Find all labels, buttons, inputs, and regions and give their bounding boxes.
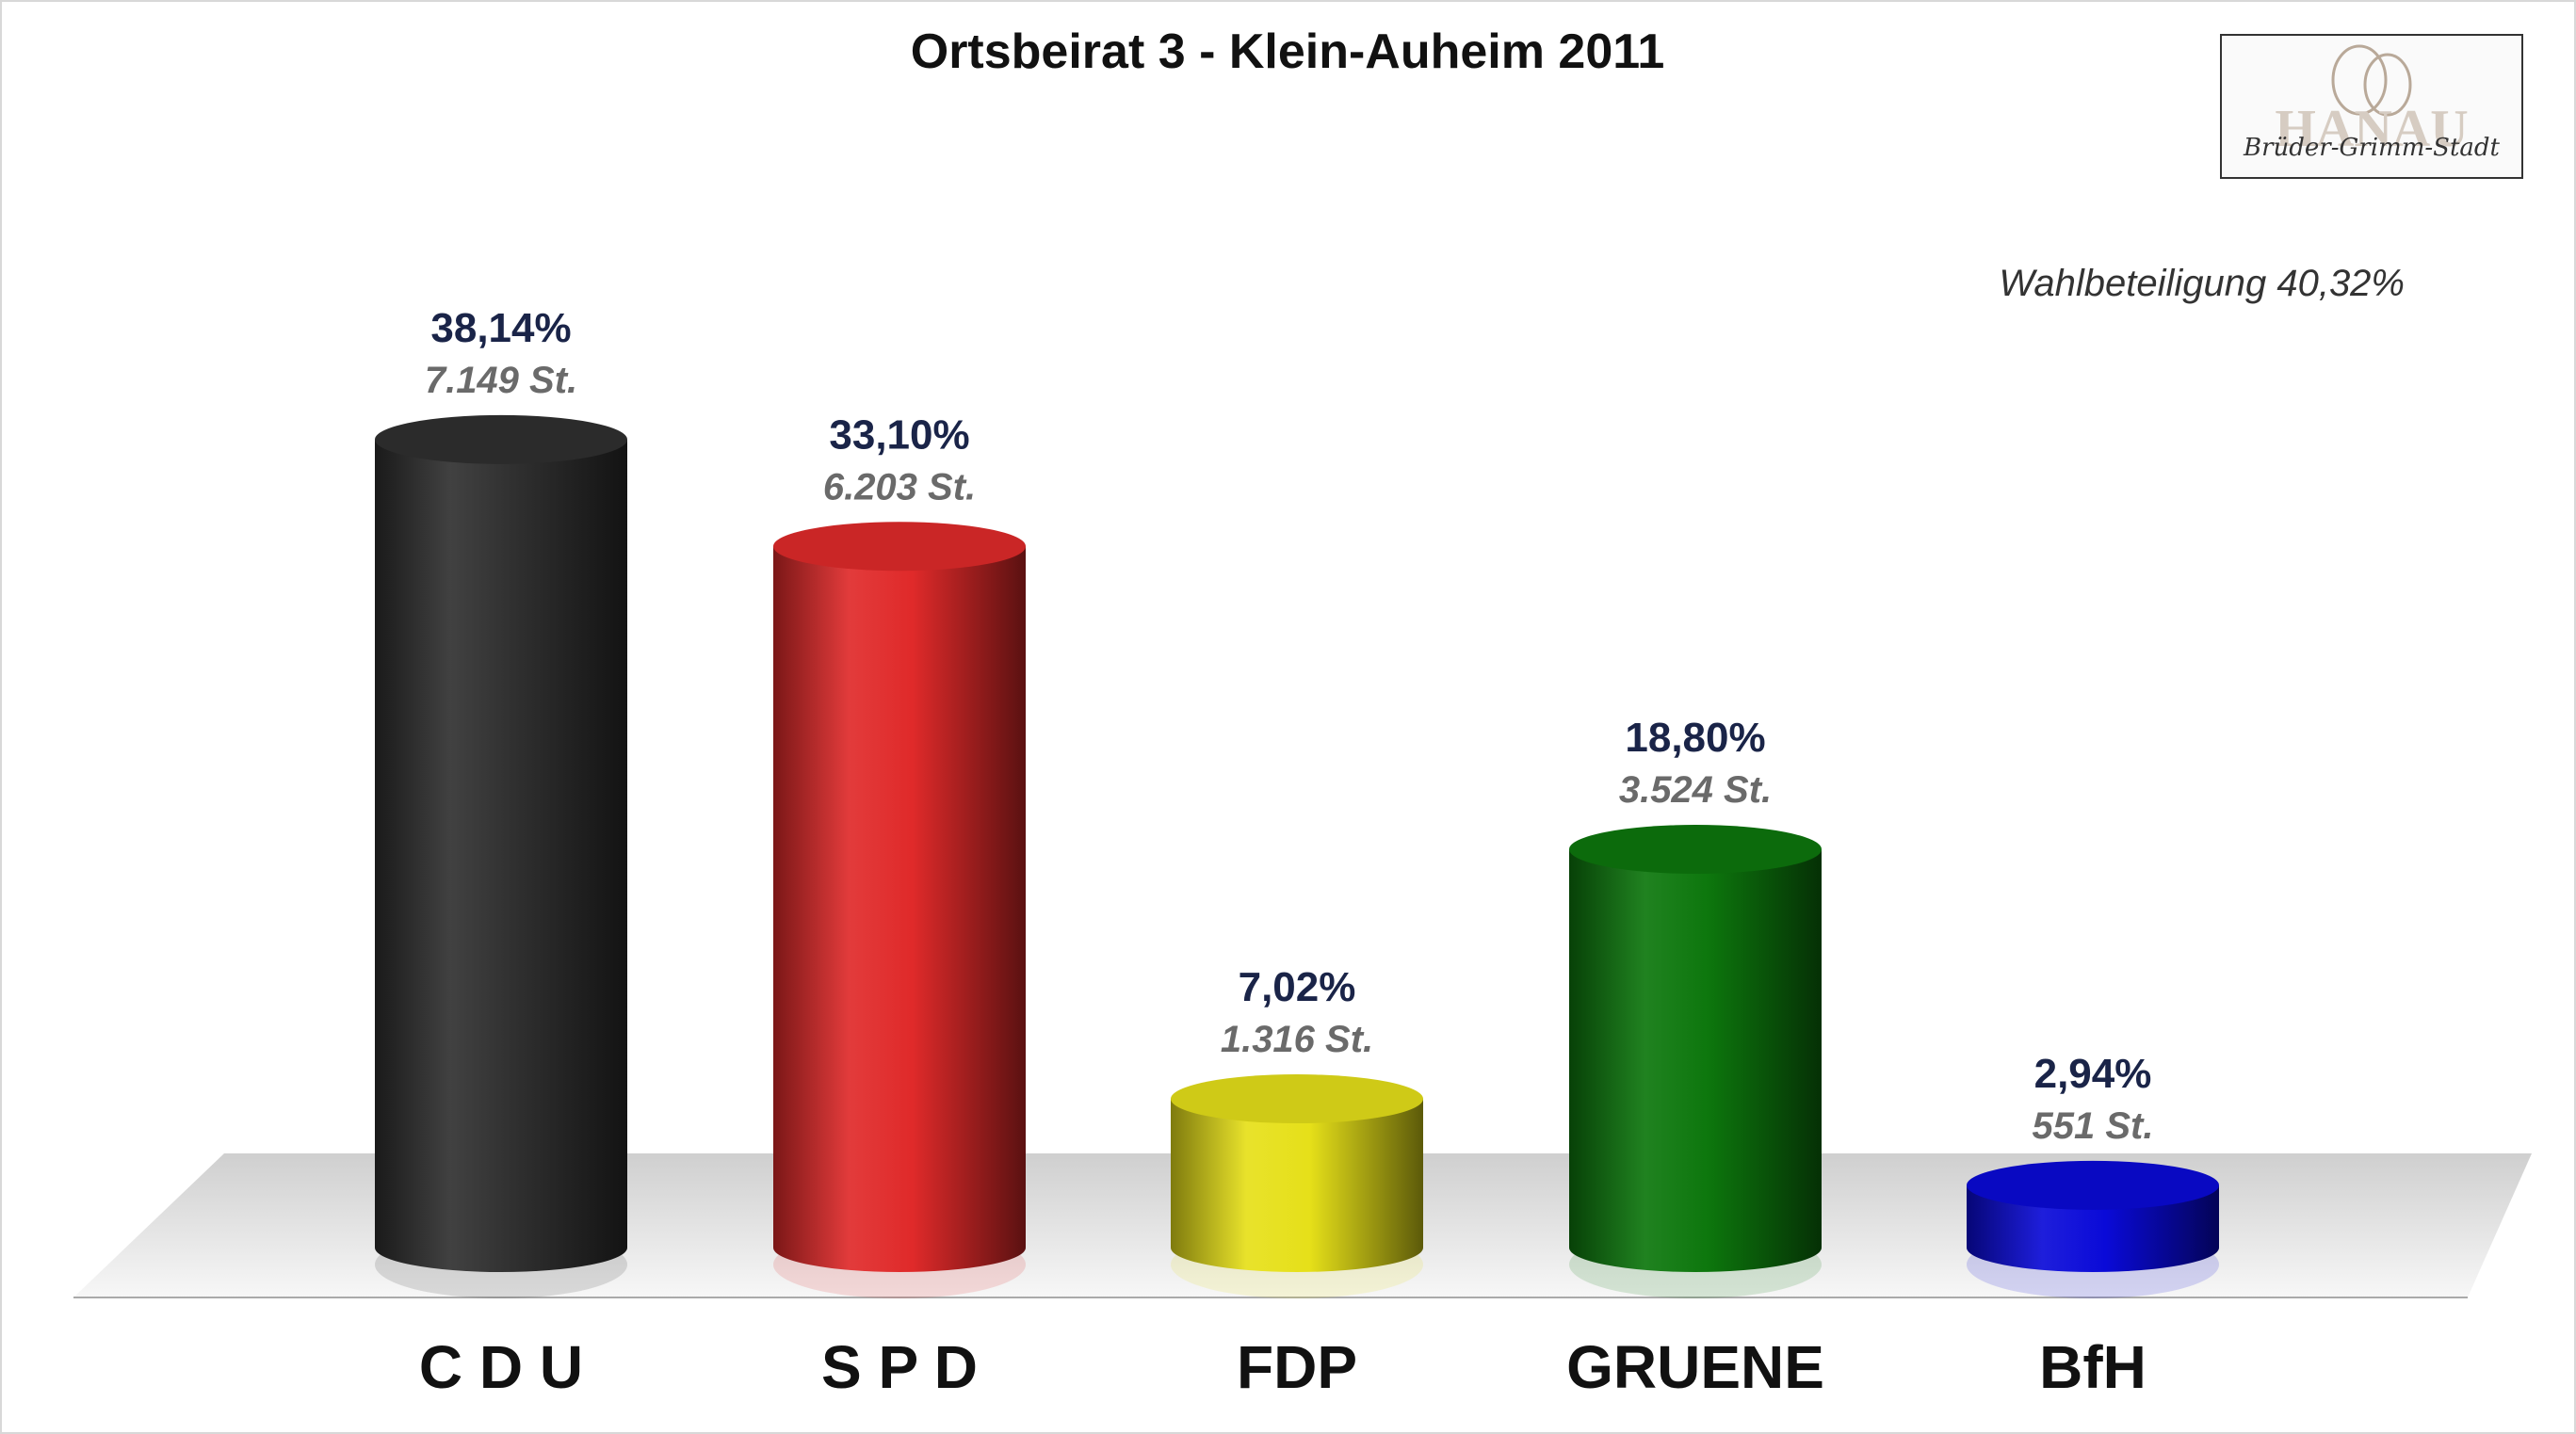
bar-bfh (1967, 1160, 2219, 1298)
hanau-logo: HANAU Brüder-Grimm-Stadt (2220, 34, 2523, 179)
labels-layer: 38,14% 7.149 St. C D U 33,10% 6.203 St. S P D… (419, 305, 2154, 1401)
bar-fdp (1171, 1074, 1423, 1298)
percent-label: 33,10% (829, 411, 969, 458)
votes-label: 6.203 St. (823, 466, 976, 508)
category-label: FDP (1237, 1333, 1357, 1401)
turnout-label: Wahlbeteiligung 40,32% (1999, 263, 2405, 304)
grimm-portrait-icon (2331, 44, 2388, 116)
bars-layer (375, 414, 2219, 1298)
logo-mark: HANAU (2275, 100, 2468, 158)
chart-title: Ortsbeirat 3 - Klein-Auheim 2011 (911, 24, 1665, 79)
category-label: S P D (821, 1333, 978, 1401)
category-label: GRUENE (1566, 1333, 1824, 1401)
category-label: BfH (2039, 1333, 2147, 1401)
votes-label: 551 St. (2033, 1105, 2154, 1147)
bar-cdu (375, 414, 627, 1298)
bar-gruene (1569, 825, 1822, 1298)
votes-label: 3.524 St. (1619, 769, 1772, 811)
percent-label: 2,94% (2034, 1051, 2152, 1097)
votes-label: 7.149 St. (425, 360, 577, 401)
percent-label: 18,80% (1625, 715, 1765, 761)
percent-label: 38,14% (430, 305, 571, 351)
category-label: C D U (419, 1333, 583, 1401)
percent-label: 7,02% (1239, 964, 1356, 1010)
votes-label: 1.316 St. (1221, 1019, 1373, 1060)
logo-text: Brüder-Grimm-Stadt (2243, 134, 2501, 162)
bar-spd (773, 522, 1026, 1298)
